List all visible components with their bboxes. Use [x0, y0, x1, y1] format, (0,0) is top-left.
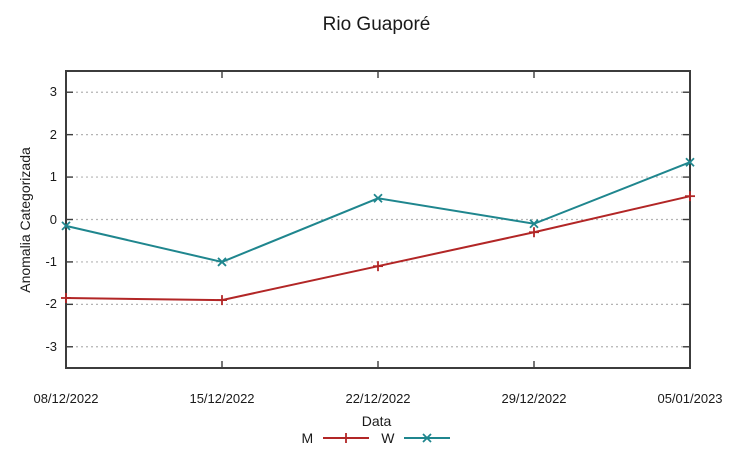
y-tick-label: -1	[45, 253, 57, 269]
legend-label-m: M	[301, 430, 314, 446]
chart-title: Rio Guaporé	[322, 14, 431, 35]
x-tick-label: 15/12/2022	[189, 391, 255, 406]
cross-marker	[529, 219, 539, 229]
legend-item-m: M	[302, 430, 371, 446]
y-tick-label: -3	[45, 338, 57, 354]
cross-marker	[217, 257, 227, 267]
y-tick-label: -2	[45, 296, 57, 312]
x-axis-label: Data	[361, 413, 392, 429]
y-tick-label: 3	[49, 84, 57, 100]
legend-item-w: W	[381, 430, 451, 446]
legend-label-w: W	[381, 430, 395, 446]
cross-marker	[61, 221, 71, 231]
legend-line-sample-m	[323, 433, 370, 443]
cross-marker	[685, 157, 695, 167]
legend: M W	[0, 430, 753, 446]
y-tick-label: 1	[49, 169, 57, 185]
y-tick-label: 0	[49, 211, 57, 227]
x-tick-label: 22/12/2022	[345, 391, 411, 406]
cross-marker	[373, 193, 383, 203]
cross-marker	[422, 433, 433, 443]
legend-line-sample-w	[404, 433, 451, 443]
x-tick-label: 29/12/2022	[501, 391, 567, 406]
x-tick-label: 08/12/2022	[33, 391, 99, 406]
y-tick-label: 2	[49, 126, 57, 142]
x-tick-label: 05/01/2023	[657, 391, 723, 406]
